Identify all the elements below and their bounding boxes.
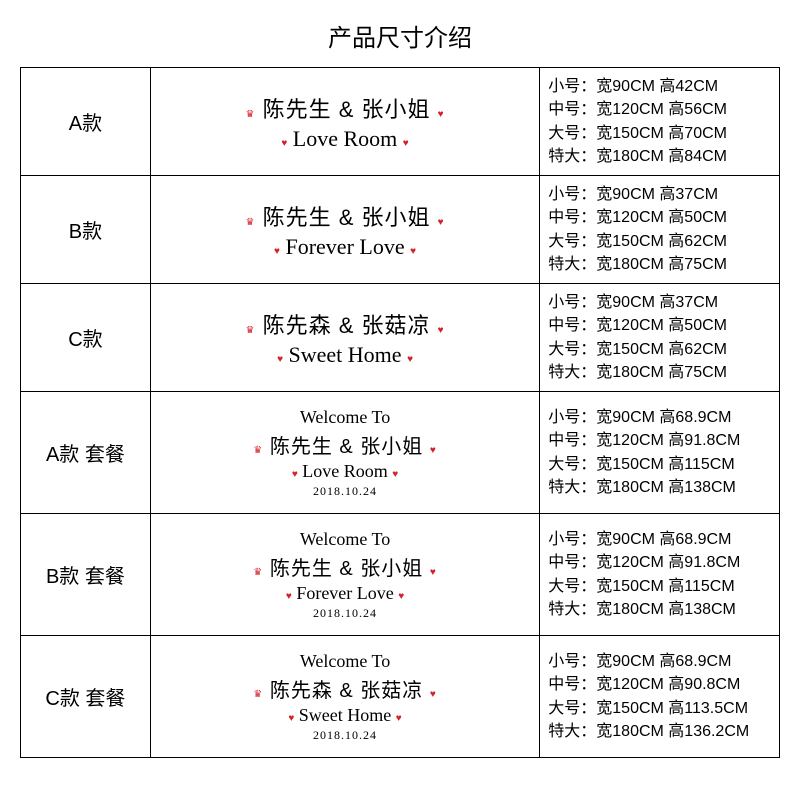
table-row: A款 套餐Welcome To♛ 陈先生 & 张小姐 ♥♥ Love Room …: [21, 392, 780, 514]
preview-cell: ♛ 陈先生 & 张小姐 ♥♥ Love Room ♥: [150, 68, 539, 176]
crown-icon: ♛: [253, 689, 263, 700]
names-text: ♛ 陈先森 & 张菇凉 ♥: [253, 674, 436, 703]
script-text: ♥ Love Room ♥: [159, 461, 531, 482]
heart-icon: ♥: [430, 567, 437, 578]
size-line: 大号：宽150CM 高113.5CM: [548, 697, 771, 720]
size-line: 小号：宽90CM 高68.9CM: [548, 650, 771, 673]
heart-icon: ♥: [438, 217, 445, 228]
size-cell: 小号：宽90CM 高68.9CM中号：宽120CM 高91.8CM大号：宽150…: [540, 392, 780, 514]
size-line: 中号：宽120CM 高50CM: [548, 206, 771, 229]
crown-icon: ♛: [246, 325, 256, 336]
size-line: 小号：宽90CM 高37CM: [548, 291, 771, 314]
script-text: ♥ Sweet Home ♥: [159, 705, 531, 726]
crown-icon: ♛: [253, 567, 263, 578]
heart-icon: ♥: [398, 591, 404, 602]
size-line: 小号：宽90CM 高68.9CM: [548, 528, 771, 551]
heart-icon: ♥: [396, 713, 402, 724]
variant-label: C款: [21, 284, 151, 392]
table-row: A款♛ 陈先生 & 张小姐 ♥♥ Love Room ♥小号：宽90CM 高42…: [21, 68, 780, 176]
heart-icon: ♥: [403, 138, 409, 149]
variant-label: B款 套餐: [21, 514, 151, 636]
page-title: 产品尺寸介绍: [0, 0, 800, 67]
welcome-text: Welcome To: [159, 529, 531, 550]
size-line: 小号：宽90CM 高42CM: [548, 75, 771, 98]
size-cell: 小号：宽90CM 高37CM中号：宽120CM 高50CM大号：宽150CM 高…: [540, 284, 780, 392]
names-text: ♛ 陈先生 & 张小姐 ♥: [253, 552, 436, 581]
script-text: ♥ Love Room ♥: [159, 126, 531, 152]
size-line: 特大：宽180CM 高136.2CM: [548, 720, 771, 743]
names-text: ♛ 陈先生 & 张小姐 ♥: [253, 430, 436, 459]
size-cell: 小号：宽90CM 高68.9CM中号：宽120CM 高91.8CM大号：宽150…: [540, 514, 780, 636]
size-line: 大号：宽150CM 高62CM: [548, 338, 771, 361]
heart-icon: ♥: [281, 138, 287, 149]
heart-icon: ♥: [438, 109, 445, 120]
date-text: 2018.10.24: [159, 484, 531, 499]
size-line: 小号：宽90CM 高37CM: [548, 183, 771, 206]
size-cell: 小号：宽90CM 高37CM中号：宽120CM 高50CM大号：宽150CM 高…: [540, 176, 780, 284]
heart-icon: ♥: [430, 445, 437, 456]
heart-icon: ♥: [292, 469, 298, 480]
size-line: 大号：宽150CM 高115CM: [548, 453, 771, 476]
size-line: 大号：宽150CM 高62CM: [548, 230, 771, 253]
heart-icon: ♥: [274, 246, 280, 257]
size-line: 特大：宽180CM 高84CM: [548, 145, 771, 168]
size-cell: 小号：宽90CM 高42CM中号：宽120CM 高56CM大号：宽150CM 高…: [540, 68, 780, 176]
size-cell: 小号：宽90CM 高68.9CM中号：宽120CM 高90.8CM大号：宽150…: [540, 636, 780, 758]
preview-cell: Welcome To♛ 陈先生 & 张小姐 ♥♥ Love Room ♥ 2018…: [150, 392, 539, 514]
script-text: ♥ Sweet Home ♥: [159, 342, 531, 368]
variant-label: C款 套餐: [21, 636, 151, 758]
table-row: B款 套餐Welcome To♛ 陈先生 & 张小姐 ♥♥ Forever Lo…: [21, 514, 780, 636]
size-line: 特大：宽180CM 高75CM: [548, 253, 771, 276]
size-line: 中号：宽120CM 高56CM: [548, 98, 771, 121]
welcome-text: Welcome To: [159, 407, 531, 428]
welcome-text: Welcome To: [159, 651, 531, 672]
script-text: ♥ Forever Love ♥: [159, 583, 531, 604]
heart-icon: ♥: [288, 713, 294, 724]
variant-label: A款: [21, 68, 151, 176]
size-line: 小号：宽90CM 高68.9CM: [548, 406, 771, 429]
crown-icon: ♛: [253, 445, 263, 456]
size-line: 大号：宽150CM 高115CM: [548, 575, 771, 598]
heart-icon: ♥: [438, 325, 445, 336]
preview-cell: Welcome To♛ 陈先森 & 张菇凉 ♥♥ Sweet Home ♥ 201…: [150, 636, 539, 758]
table-row: C款 套餐Welcome To♛ 陈先森 & 张菇凉 ♥♥ Sweet Home…: [21, 636, 780, 758]
size-line: 中号：宽120CM 高90.8CM: [548, 673, 771, 696]
size-line: 中号：宽120CM 高50CM: [548, 314, 771, 337]
size-table: A款♛ 陈先生 & 张小姐 ♥♥ Love Room ♥小号：宽90CM 高42…: [20, 67, 780, 758]
size-line: 中号：宽120CM 高91.8CM: [548, 429, 771, 452]
size-line: 中号：宽120CM 高91.8CM: [548, 551, 771, 574]
table-row: C款♛ 陈先森 & 张菇凉 ♥♥ Sweet Home ♥小号：宽90CM 高3…: [21, 284, 780, 392]
size-line: 特大：宽180CM 高138CM: [548, 598, 771, 621]
names-text: ♛ 陈先森 & 张菇凉 ♥: [246, 308, 445, 340]
variant-label: A款 套餐: [21, 392, 151, 514]
heart-icon: ♥: [286, 591, 292, 602]
preview-cell: ♛ 陈先生 & 张小姐 ♥♥ Forever Love ♥: [150, 176, 539, 284]
date-text: 2018.10.24: [159, 606, 531, 621]
heart-icon: ♥: [430, 689, 437, 700]
heart-icon: ♥: [410, 246, 416, 257]
size-line: 特大：宽180CM 高138CM: [548, 476, 771, 499]
script-text: ♥ Forever Love ♥: [159, 234, 531, 260]
size-line: 特大：宽180CM 高75CM: [548, 361, 771, 384]
date-text: 2018.10.24: [159, 728, 531, 743]
names-text: ♛ 陈先生 & 张小姐 ♥: [246, 200, 445, 232]
crown-icon: ♛: [246, 217, 256, 228]
variant-label: B款: [21, 176, 151, 284]
size-line: 大号：宽150CM 高70CM: [548, 122, 771, 145]
names-text: ♛ 陈先生 & 张小姐 ♥: [246, 92, 445, 124]
heart-icon: ♥: [277, 354, 283, 365]
table-row: B款♛ 陈先生 & 张小姐 ♥♥ Forever Love ♥小号：宽90CM …: [21, 176, 780, 284]
heart-icon: ♥: [392, 469, 398, 480]
heart-icon: ♥: [407, 354, 413, 365]
preview-cell: Welcome To♛ 陈先生 & 张小姐 ♥♥ Forever Love ♥ 2…: [150, 514, 539, 636]
preview-cell: ♛ 陈先森 & 张菇凉 ♥♥ Sweet Home ♥: [150, 284, 539, 392]
crown-icon: ♛: [246, 109, 256, 120]
